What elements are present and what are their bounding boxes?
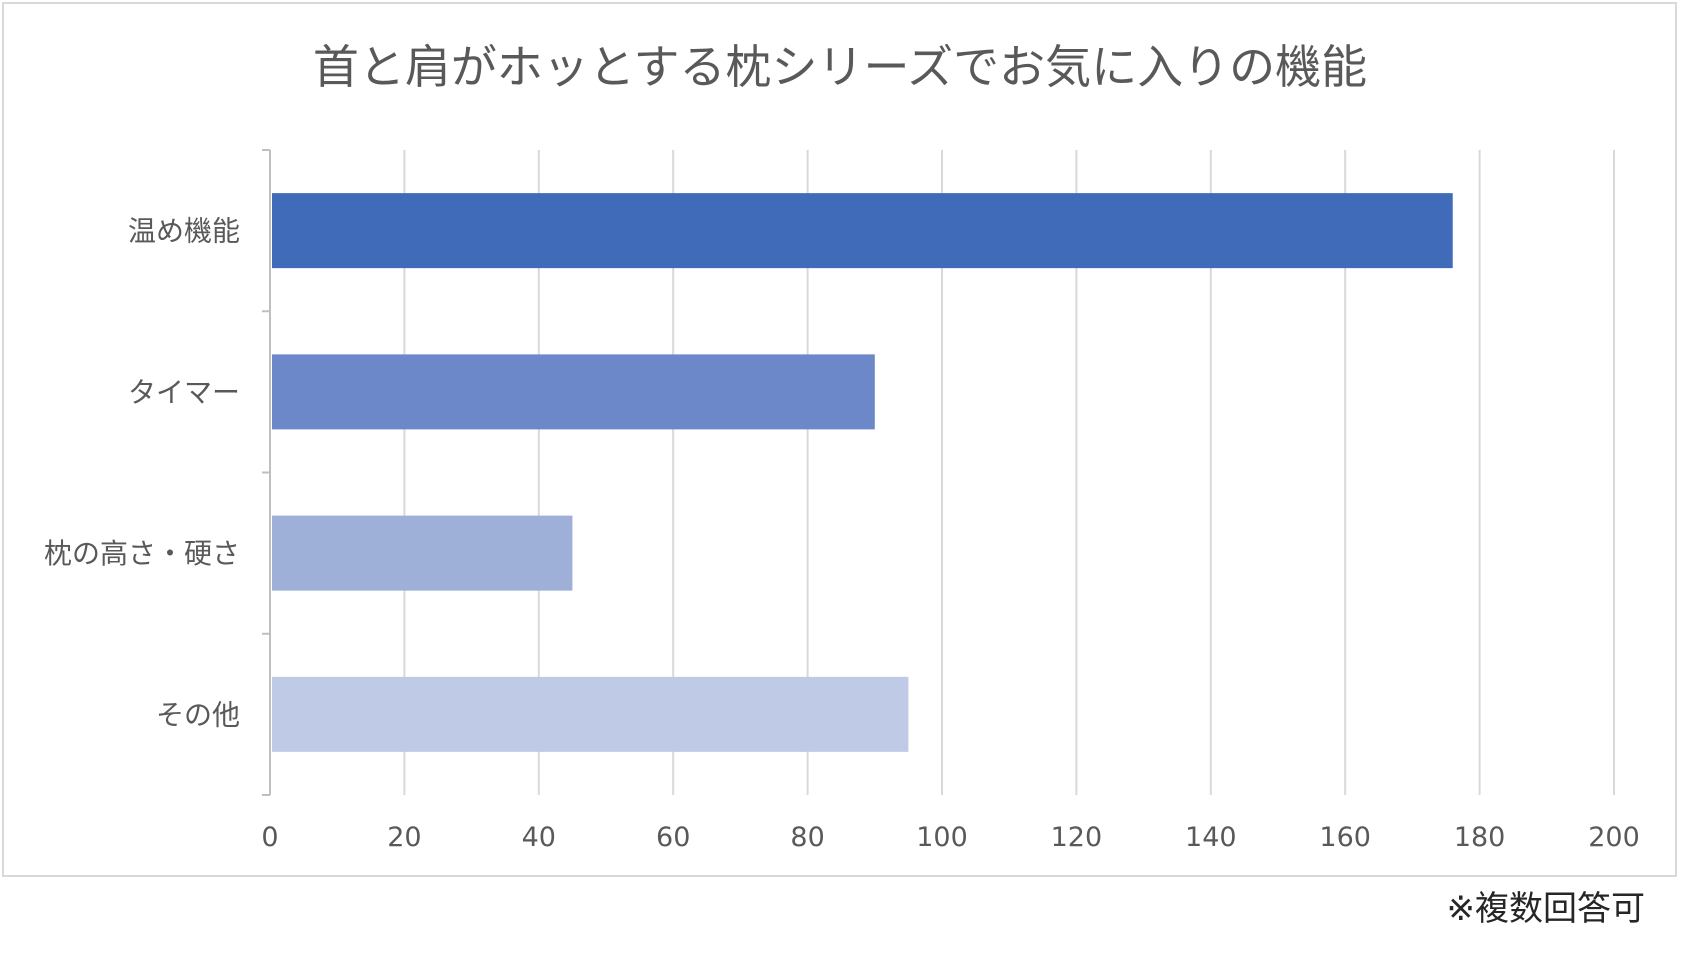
chart-note: ※複数回答可: [1447, 889, 1646, 929]
x-tick-label-0: 0: [261, 822, 278, 853]
chart-title: 首と肩がホッとする枕シリーズでお気に入りの機能: [313, 40, 1367, 94]
x-tick-label-200: 200: [1588, 822, 1640, 853]
category-label-3: 枕の高さ・硬さ: [44, 537, 240, 570]
bar-1: [272, 193, 1453, 269]
bars: [272, 193, 1453, 752]
x-tick-label-140: 140: [1185, 822, 1237, 853]
x-tick-label-40: 40: [522, 822, 556, 853]
bar-3: [272, 515, 573, 591]
x-tick-label-80: 80: [790, 822, 824, 853]
x-tick-label-160: 160: [1319, 822, 1371, 853]
category-label-2: タイマー: [128, 376, 240, 409]
bar-2: [272, 354, 875, 430]
category-label-1: 温め機能: [128, 215, 240, 248]
x-tick-label-60: 60: [656, 822, 690, 853]
value-axis-labels: 0 20 40 60 80 100 120 140 160 180 200: [261, 822, 1639, 853]
x-tick-label-100: 100: [916, 822, 968, 853]
category-axis: [262, 149, 271, 796]
category-label-4: その他: [156, 698, 240, 731]
bar-4: [272, 676, 909, 752]
x-tick-label-180: 180: [1454, 822, 1506, 853]
x-tick-label-20: 20: [387, 822, 421, 853]
x-tick-label-120: 120: [1051, 822, 1103, 853]
